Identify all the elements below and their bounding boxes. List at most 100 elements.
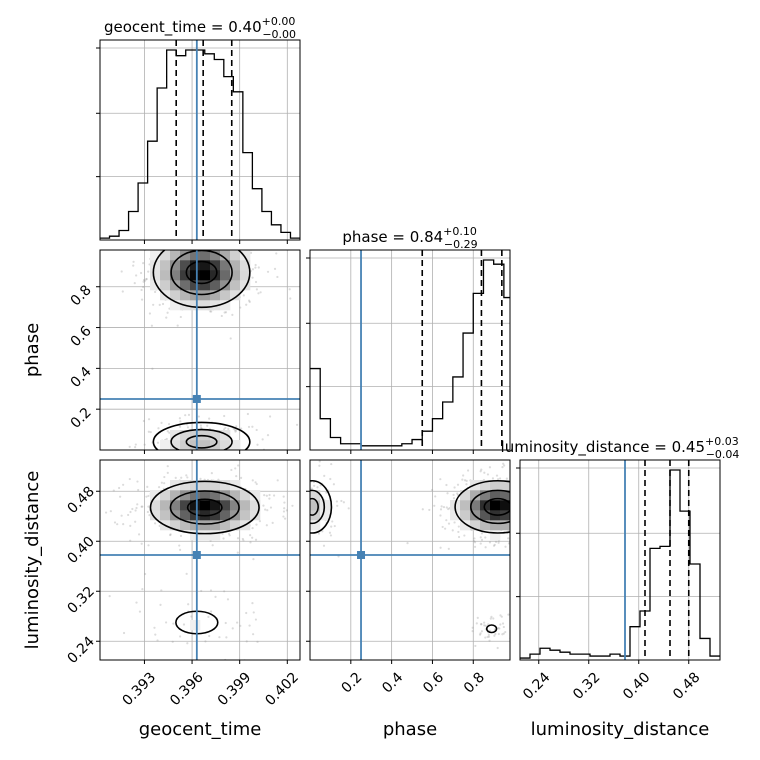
sample-point — [512, 500, 514, 502]
sample-point — [261, 438, 264, 441]
sample-point — [295, 513, 297, 515]
sample-point — [496, 478, 500, 481]
sample-point — [236, 537, 240, 540]
sample-point — [494, 540, 498, 543]
sample-point — [318, 464, 321, 467]
sample-point — [140, 298, 144, 301]
density-cell — [180, 270, 191, 281]
density-cell — [200, 300, 211, 311]
sample-point — [484, 636, 487, 639]
sample-point — [204, 457, 206, 459]
sample-point — [332, 483, 335, 486]
sample-point — [307, 482, 309, 484]
sample-point — [216, 452, 218, 454]
sample-point — [142, 285, 145, 289]
sample-point — [134, 443, 137, 446]
sample-point — [304, 507, 306, 509]
sample-point — [251, 479, 254, 482]
density-cell — [180, 260, 191, 271]
density-cell — [190, 500, 201, 511]
y-tick-label: 0.32 — [65, 584, 98, 617]
sample-point — [131, 244, 133, 246]
sample-point — [525, 489, 527, 491]
density-cell — [490, 520, 501, 531]
sample-point — [316, 486, 319, 489]
injection-marker — [192, 551, 201, 559]
pair-panel-geocent_time-luminosity_distance — [96, 459, 301, 664]
sample-point — [305, 492, 307, 494]
density-cell — [240, 250, 251, 261]
sample-point — [288, 497, 290, 499]
sample-point — [542, 496, 544, 498]
sample-point — [294, 509, 296, 511]
sample-point — [210, 471, 213, 475]
sample-point — [551, 483, 553, 485]
density-cell — [500, 490, 510, 501]
sample-point — [118, 486, 121, 490]
density-cell — [170, 270, 181, 281]
sample-point — [291, 516, 293, 518]
diag-panel-phase: phase = 0.84+0.10 −0.29 — [306, 225, 511, 454]
sample-point — [516, 506, 518, 508]
sample-point — [268, 493, 271, 497]
sample-point — [487, 635, 491, 638]
sample-point — [479, 542, 482, 545]
density-cell — [470, 490, 481, 501]
density-cell — [190, 290, 201, 301]
sample-point — [479, 470, 482, 473]
sample-point — [178, 425, 182, 428]
sample-point — [254, 481, 257, 484]
sample-point — [347, 507, 350, 510]
sample-point — [179, 246, 181, 248]
sample-point — [333, 524, 336, 528]
density-cell — [230, 290, 241, 301]
contour-line — [186, 498, 223, 517]
contour-line — [310, 479, 333, 534]
sample-point — [232, 244, 234, 246]
density-cell — [180, 250, 191, 261]
sample-point — [248, 299, 251, 302]
sample-point — [119, 495, 122, 498]
sample-point — [524, 500, 526, 502]
sample-point — [282, 495, 285, 498]
sample-point — [255, 455, 257, 457]
density-cell — [190, 280, 201, 291]
sample-point — [163, 482, 166, 485]
density-cell — [310, 500, 321, 511]
sample-point — [214, 455, 216, 457]
sample-point — [230, 468, 233, 472]
sample-point — [491, 477, 495, 480]
x-tick-label: 0.6 — [420, 669, 447, 696]
sample-point — [294, 499, 296, 501]
sample-point — [516, 504, 518, 506]
sample-point — [222, 235, 224, 237]
sample-point — [294, 503, 296, 505]
sample-point — [442, 505, 446, 509]
sample-point — [479, 632, 482, 635]
sample-point — [516, 519, 518, 521]
density-cell — [310, 490, 321, 501]
sample-point — [120, 270, 123, 273]
density-cell — [190, 480, 201, 491]
sample-point — [288, 288, 291, 291]
sample-point — [501, 622, 505, 625]
sample-point — [153, 232, 155, 234]
sample-point — [330, 525, 333, 528]
sample-point — [515, 513, 517, 515]
density-cell — [500, 480, 510, 491]
density-cell — [190, 490, 201, 501]
sample-point — [306, 524, 308, 526]
sample-point — [258, 468, 260, 470]
sample-point — [526, 506, 528, 508]
sample-point — [456, 492, 459, 495]
histogram-luminosity_distance — [520, 460, 720, 660]
sample-point — [251, 526, 254, 530]
sample-point — [462, 474, 465, 477]
sample-point — [224, 426, 227, 430]
sample-point — [220, 247, 222, 249]
sample-point — [229, 337, 232, 340]
contour-line — [185, 260, 218, 285]
sample-point — [292, 493, 294, 495]
sample-point — [293, 507, 295, 509]
sample-point — [478, 633, 482, 636]
